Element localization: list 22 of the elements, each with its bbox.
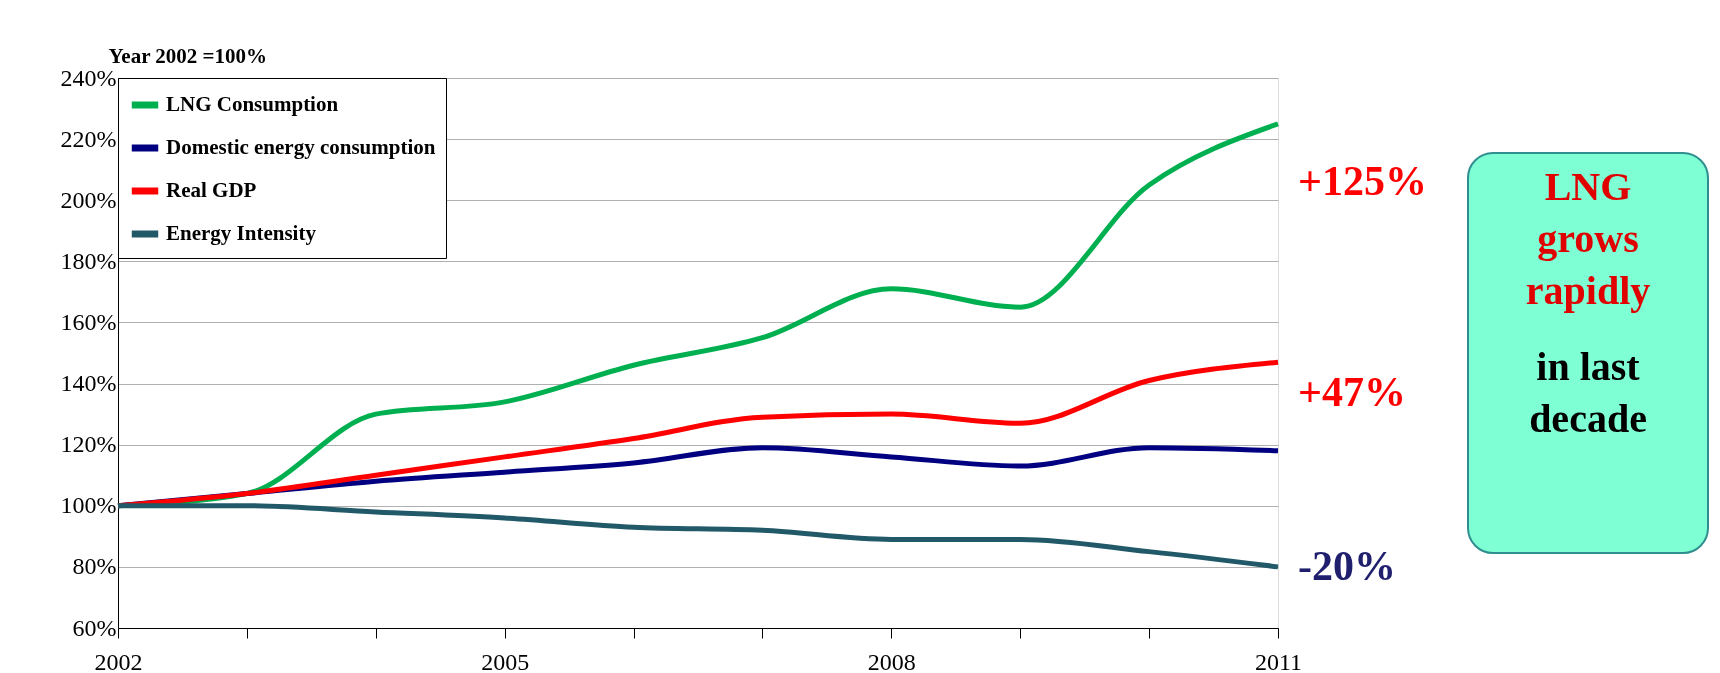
x-tick-label: 2008 bbox=[867, 648, 916, 673]
y-tick-label: 180% bbox=[60, 247, 117, 274]
y-tick-label: 60% bbox=[72, 614, 117, 641]
y-tick-label: 100% bbox=[60, 492, 117, 519]
y-tick-label: 140% bbox=[60, 370, 117, 397]
y-tick-label: 160% bbox=[60, 308, 117, 335]
x-tick-label: 2002 bbox=[94, 648, 143, 673]
text: +47% bbox=[1298, 369, 1406, 415]
y-tick-label: 80% bbox=[72, 553, 117, 580]
legend-label: Domestic energy consumption bbox=[166, 135, 436, 159]
x-tick-label: 2011 bbox=[1254, 648, 1303, 673]
text: -20% bbox=[1298, 543, 1396, 589]
legend-label: Real GDP bbox=[166, 178, 257, 202]
y-tick-label: 200% bbox=[60, 186, 117, 213]
legend-label: Energy Intensity bbox=[166, 221, 317, 245]
text: in last decade bbox=[1529, 344, 1647, 441]
text: LNG grows rapidly bbox=[1525, 164, 1651, 313]
y-tick-label: 120% bbox=[60, 431, 117, 458]
legend-label: LNG Consumption bbox=[166, 92, 339, 116]
y-tick-label: 220% bbox=[60, 125, 117, 152]
x-tick-label: 2005 bbox=[481, 648, 530, 673]
text: +125% bbox=[1298, 158, 1427, 204]
